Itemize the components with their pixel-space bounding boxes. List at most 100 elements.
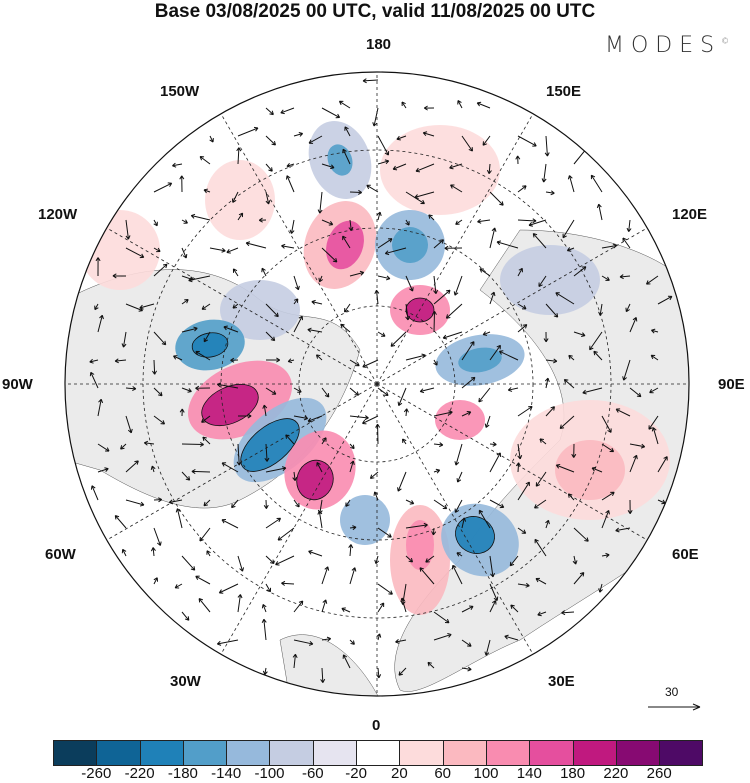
wind-vector-arrow: [236, 147, 242, 165]
wind-vector-arrow: [509, 555, 519, 567]
wind-vector-arrow: [573, 527, 589, 542]
wind-vector-arrow: [484, 639, 491, 656]
wind-vector-arrow: [174, 583, 183, 589]
wind-vector-arrow: [461, 341, 475, 361]
wind-vector-arrow: [534, 499, 547, 509]
wind-vector-arrow: [563, 378, 575, 389]
wind-vector-arrow: [321, 437, 327, 445]
lon-label-150e: 150E: [546, 83, 582, 100]
wind-vector-arrow: [262, 404, 268, 417]
wind-vector-arrow: [237, 555, 245, 572]
wind-vector-arrow: [221, 518, 239, 529]
wind-vector-arrow: [573, 266, 587, 277]
wind-vector-arrow: [125, 415, 133, 434]
wind-vector-arrow: [265, 466, 287, 473]
wind-vector-arrow: [153, 415, 166, 425]
colorbar-tick-label: 140: [516, 765, 542, 782]
anomaly-contour: [458, 347, 502, 373]
colorbar-swatch: [400, 741, 444, 765]
wind-vector-arrow: [479, 268, 491, 277]
wind-vector-arrow: [405, 499, 415, 505]
wind-vector-arrow: [293, 131, 304, 137]
wind-vector-arrow: [265, 331, 276, 342]
wind-vector-arrow: [476, 101, 491, 109]
wind-vector-arrow: [456, 552, 463, 557]
wind-vector-arrow: [544, 135, 550, 157]
wind-vector-arrow: [375, 423, 381, 445]
wind-vector-arrow: [348, 219, 354, 231]
wind-vector-arrow: [321, 219, 334, 226]
wind-vector-arrow: [517, 324, 528, 333]
wind-vector-arrow: [321, 107, 341, 119]
wind-vector-arrow: [517, 185, 527, 193]
wind-vector-arrow: [423, 105, 435, 111]
logo-mark: ©: [721, 36, 730, 46]
wind-vector-arrow: [203, 331, 211, 343]
wind-vector-arrow: [275, 555, 295, 566]
wind-vector-arrow: [321, 163, 335, 170]
colorbar-tick-label: 220: [603, 765, 629, 782]
colorbar-swatch: [183, 741, 228, 765]
wind-vector-arrow: [433, 239, 445, 249]
colorbar-tick-label: 180: [560, 765, 586, 782]
colorbar-swatch: [443, 741, 487, 765]
wind-vector-arrow: [567, 493, 575, 501]
wind-vector-arrow: [153, 387, 163, 397]
wind-vector-arrow: [293, 298, 299, 305]
wind-vector-arrow: [377, 331, 386, 337]
colorbar-tick-label: -140: [211, 765, 242, 782]
meridian-line: [106, 227, 378, 385]
wind-vector-arrow: [307, 415, 323, 423]
wind-vector-arrow: [293, 415, 309, 421]
wind-vector-arrow: [433, 468, 441, 474]
wind-vector-arrow: [544, 377, 550, 389]
wind-vector-arrow: [395, 638, 407, 644]
wind-vector-arrow: [89, 358, 99, 364]
wind-vector-arrow: [362, 78, 379, 84]
anomaly-contour: [191, 332, 229, 358]
wind-vector-arrow: [265, 135, 276, 146]
vector-reference-arrow: [648, 703, 701, 711]
wind-vector-arrow: [349, 567, 357, 585]
wind-vector-arrow: [97, 443, 110, 452]
wind-vector-arrow: [482, 135, 491, 146]
anomaly-contour: [205, 160, 275, 240]
wind-vector-arrow: [619, 274, 631, 280]
wind-vector-arrow: [114, 358, 127, 364]
wind-vector-arrow: [433, 633, 452, 641]
wind-vector-arrow: [449, 163, 463, 170]
wind-vector-arrow: [461, 639, 472, 647]
wind-vector-arrow: [342, 654, 351, 669]
anomaly-contour: [340, 495, 390, 545]
wind-vector-arrow: [478, 509, 491, 529]
wind-vector-arrow: [265, 387, 277, 395]
wind-vector-arrow: [428, 214, 435, 221]
wind-vector-arrow: [489, 291, 496, 305]
wind-vector-arrow: [392, 163, 407, 171]
anomaly-contour: [220, 280, 300, 340]
wind-vector-arrow: [152, 359, 158, 375]
wind-vector-arrow: [486, 163, 492, 175]
wind-vector-arrow: [537, 611, 547, 617]
wind-vector-arrow: [377, 135, 390, 156]
wind-vector-arrow: [377, 159, 390, 165]
wind-vector-arrow: [179, 175, 185, 193]
wind-vector-arrow: [444, 245, 463, 251]
wind-vector-arrow: [517, 582, 530, 588]
wind-vector-arrow: [321, 247, 338, 263]
lon-label-30e: 30E: [548, 673, 575, 690]
wind-vector-arrow: [622, 237, 631, 249]
wind-vector-arrow: [349, 189, 363, 195]
colorbar: [53, 740, 704, 766]
wind-vector-arrow: [629, 317, 638, 333]
wind-vector-arrow: [191, 469, 211, 475]
chart-title: Base 03/08/2025 00 UTC, valid 11/08/2025…: [154, 1, 596, 22]
wind-vector-arrow: [489, 191, 504, 206]
wind-vector-arrow: [293, 600, 304, 613]
wind-vector-arrow: [341, 607, 351, 613]
landmass: [279, 634, 381, 696]
wind-vector-arrow: [657, 295, 673, 305]
meridian-line: [376, 227, 648, 385]
wind-vector-arrow: [221, 462, 239, 473]
wind-vector-arrow: [567, 175, 575, 193]
